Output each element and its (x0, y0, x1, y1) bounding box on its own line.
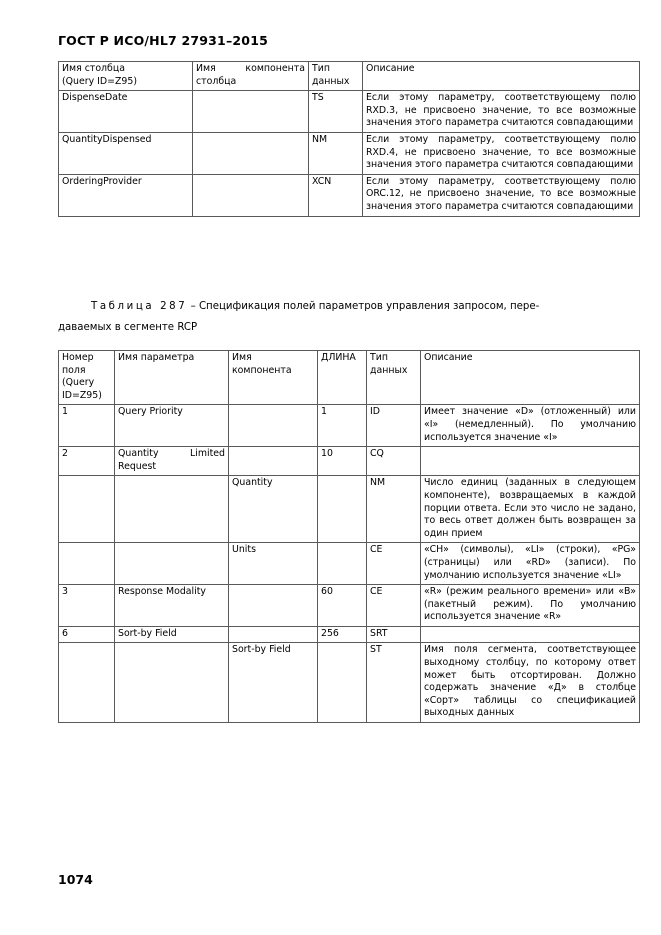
table-caption: Таблица 287 – Спецификация полей парамет… (58, 296, 639, 318)
cell-field-number (58, 642, 115, 724)
page-number: 1074 (58, 872, 93, 887)
header-cell-description: Описание (362, 60, 640, 92)
table-row: DispenseDate TS Если этому параметру, со… (58, 90, 640, 133)
cell-description: Имеет значение «D» (отложенный) или «I» … (420, 404, 640, 448)
cell-description: «CH» (символы), «LI» (строки), «PG» (стр… (420, 542, 640, 586)
cell-length: 10 (317, 446, 367, 477)
cell-param-name (114, 475, 229, 544)
cell-data-type: ID (366, 404, 421, 448)
table-row: Quantity NM Число единиц (заданных в сле… (58, 475, 640, 544)
cell-param-name (114, 542, 229, 586)
caption-text-line2: даваемых в сегменте RCP (58, 322, 198, 333)
header-cell-data-type: Тип данных (366, 349, 421, 406)
table-row: OrderingProvider XCN Если этому параметр… (58, 173, 640, 217)
cell-data-type: CQ (366, 446, 421, 477)
table-header-row: Номер поля (Query ID=Z95) Имя параметра … (58, 349, 640, 406)
cell-data-type: SRT (366, 625, 421, 644)
header-cell-component-name: Имя компонента столбца (192, 60, 309, 92)
cell-description: Имя поля сегмента, соответствующее выход… (420, 642, 640, 724)
cell-component-name (192, 90, 309, 133)
cell-field-number (58, 475, 115, 544)
cell-length: 60 (317, 584, 367, 627)
table-header-row: Имя столбца (Query ID=Z95) Имя компонент… (58, 60, 640, 92)
cell-field-number (58, 542, 115, 586)
cell-field-number: 3 (58, 584, 115, 627)
caption-label: Таблица 287 (91, 301, 188, 312)
caption-text-line1: Спецификация полей параметров управления… (198, 301, 540, 312)
cell-component-name (228, 446, 318, 477)
cell-length (317, 542, 367, 586)
cell-length (317, 642, 367, 724)
table-row: Sort-by Field ST Имя поля сегмента, соот… (58, 642, 640, 724)
cell-description: Если этому параметру, соответствующему п… (362, 131, 640, 175)
cell-component-name (228, 625, 318, 644)
table-row: 3 Response Modality 60 CE «R» (режим реа… (58, 584, 640, 627)
cell-data-type: NM (308, 131, 363, 175)
cell-description (420, 625, 640, 644)
cell-column-name: QuantityDispensed (58, 131, 193, 175)
cell-data-type: ST (366, 642, 421, 724)
table-row: 1 Query Priority 1 ID Имеет значение «D»… (58, 404, 640, 448)
cell-data-type: CE (366, 542, 421, 586)
cell-length: 256 (317, 625, 367, 644)
cell-description: Если этому параметру, соответствующему п… (362, 173, 640, 217)
cell-column-name: OrderingProvider (58, 173, 193, 217)
header-cell-field-number: Номер поля (Query ID=Z95) (58, 349, 115, 406)
cell-component-name: Sort-by Field (228, 642, 318, 724)
header-cell-length: ДЛИНА (317, 349, 367, 406)
cell-description (420, 446, 640, 477)
cell-param-name: Response Modality (114, 584, 229, 627)
header-cell-column-name: Имя столбца (Query ID=Z95) (58, 60, 193, 92)
cell-data-type: CE (366, 584, 421, 627)
table-row: QuantityDispensed NM Если этому параметр… (58, 131, 640, 175)
header-cell-param-name: Имя параметра (114, 349, 229, 406)
cell-description: «R» (режим реального времени» или «B» (п… (420, 584, 640, 627)
cell-length (317, 475, 367, 544)
cell-field-number: 1 (58, 404, 115, 448)
table-dispense-columns: Имя столбца (Query ID=Z95) Имя компонент… (58, 60, 640, 217)
cell-data-type: TS (308, 90, 363, 133)
caption-dash: – (190, 301, 196, 312)
cell-component-name: Units (228, 542, 318, 586)
table-row: Units CE «CH» (символы), «LI» (строки), … (58, 542, 640, 586)
cell-data-type: XCN (308, 173, 363, 217)
header-cell-description: Описание (420, 349, 640, 406)
cell-param-name: Quantity Limited Request (114, 446, 229, 477)
header-cell-data-type: Тип данных (308, 60, 363, 92)
cell-component-name (192, 173, 309, 217)
cell-field-number: 2 (58, 446, 115, 477)
cell-length: 1 (317, 404, 367, 448)
table-rcp-query-parameters: Номер поля (Query ID=Z95) Имя параметра … (58, 349, 640, 724)
cell-param-name: Sort-by Field (114, 625, 229, 644)
cell-description: Число единиц (заданных в следующем компо… (420, 475, 640, 544)
cell-column-name: DispenseDate (58, 90, 193, 133)
header-cell-component-name: Имя компонента (228, 349, 318, 406)
table-row: 6 Sort-by Field 256 SRT (58, 625, 640, 644)
cell-field-number: 6 (58, 625, 115, 644)
cell-component-name (228, 584, 318, 627)
cell-component-name (228, 404, 318, 448)
table-row: 2 Quantity Limited Request 10 CQ (58, 446, 640, 477)
cell-data-type: NM (366, 475, 421, 544)
document-standard-header: ГОСТ Р ИСО/HL7 27931–2015 (58, 33, 268, 48)
cell-component-name (192, 131, 309, 175)
cell-param-name: Query Priority (114, 404, 229, 448)
cell-description: Если этому параметру, соответствующему п… (362, 90, 640, 133)
cell-component-name: Quantity (228, 475, 318, 544)
cell-param-name (114, 642, 229, 724)
